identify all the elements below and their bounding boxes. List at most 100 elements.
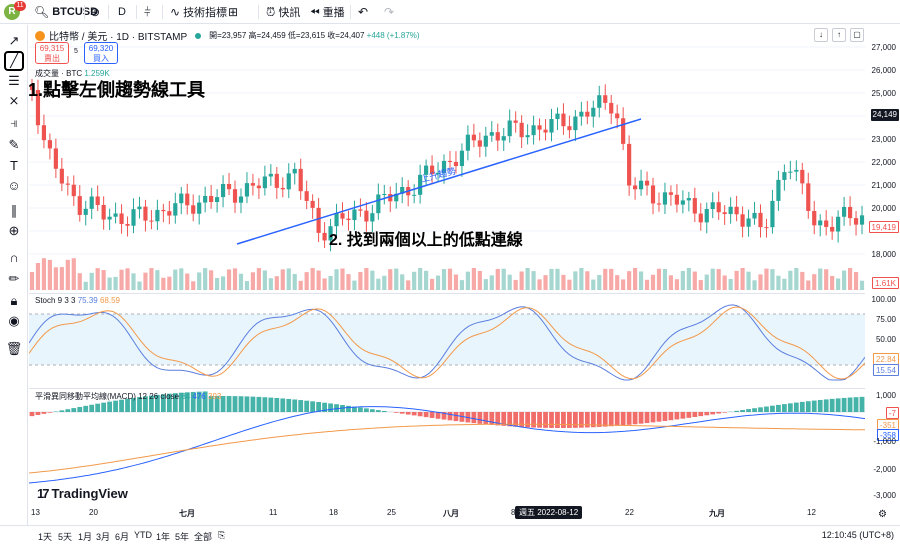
candle-body: [836, 216, 841, 232]
volume-bar: [818, 268, 823, 290]
macd-histogram-bar: [644, 412, 650, 424]
undo-button[interactable]: ↶: [358, 0, 368, 24]
settings-gear-icon[interactable]: ⚙: [878, 509, 887, 520]
stoch-k-line: [29, 304, 865, 381]
macd-histogram-bar: [859, 396, 865, 412]
compare-button[interactable]: ⊕: [90, 0, 100, 24]
replay-button[interactable]: ⏪︎ 重播: [310, 0, 345, 24]
candle-body: [441, 160, 447, 173]
pattern-icon[interactable]: ⨯: [8, 93, 20, 108]
candle-body: [847, 206, 853, 219]
macd-histogram-bar: [119, 399, 124, 412]
volume-bar: [758, 274, 763, 290]
projection-icon[interactable]: ⫣: [10, 115, 18, 130]
chart-type-button[interactable]: ⫩: [144, 0, 151, 24]
stoch-label: Stoch 9 3 3: [35, 296, 76, 305]
ruler-icon[interactable]: ∥: [10, 203, 18, 218]
brush-icon[interactable]: ✎: [8, 137, 20, 152]
sell-button[interactable]: 69,315 賣出: [35, 42, 69, 64]
redo-button[interactable]: ↷: [384, 0, 394, 24]
fib-icon[interactable]: ☰: [8, 73, 20, 88]
candle-body: [650, 185, 656, 204]
cursor-icon[interactable]: ↗: [8, 33, 20, 48]
candle-body: [322, 232, 327, 241]
chevron-up-icon[interactable]: ↑: [832, 28, 846, 42]
candle-body: [758, 212, 763, 228]
pane-divider[interactable]: [29, 388, 865, 389]
stoch-d-value: 68.59: [99, 296, 121, 305]
lock-icon[interactable]: 🔒︎: [10, 293, 18, 308]
price-axis[interactable]: 27,000 26,000 25,000 23,000 22,000 21,00…: [865, 25, 900, 525]
toolbar-divider: [84, 5, 85, 19]
eye-icon[interactable]: ◉: [8, 313, 20, 328]
templates-button[interactable]: ⊞: [228, 0, 238, 24]
macd-histogram-bar: [292, 399, 298, 412]
macd-histogram-bar: [208, 396, 214, 412]
volume-bar: [209, 270, 214, 290]
candle-body: [215, 197, 220, 203]
candle-body: [615, 113, 620, 119]
timeframe-1d[interactable]: 1天: [38, 532, 53, 542]
macd-histogram-bar: [393, 412, 399, 413]
macd-histogram-bar: [787, 403, 793, 412]
price-chart[interactable]: [29, 25, 865, 525]
macd-histogram-bar: [764, 406, 769, 412]
tradingview-logo[interactable]: 17 TradingView: [37, 486, 128, 501]
emoji-icon[interactable]: ☺: [7, 177, 21, 193]
macd-histogram-bar: [190, 391, 196, 412]
macd-histogram-bar: [244, 396, 250, 412]
timeframe-ytd[interactable]: YTD: [134, 530, 152, 540]
text-icon[interactable]: T: [10, 157, 18, 173]
volume-bar: [137, 281, 142, 290]
timeframe-all[interactable]: 全部: [194, 532, 213, 542]
volume-bar: [597, 274, 602, 290]
macd-histogram-bar: [835, 398, 841, 412]
volume-bar: [633, 268, 638, 290]
macd-histogram-bar: [614, 412, 620, 426]
chevron-down-icon[interactable]: ↓: [814, 28, 828, 42]
plus-circle-icon: ⊕: [90, 5, 101, 19]
calendar-icon[interactable]: ⎘: [218, 530, 226, 540]
candle-body: [818, 220, 823, 226]
timeframe-6m[interactable]: 6月: [115, 532, 130, 542]
buy-button[interactable]: 69,320 買入: [84, 42, 118, 64]
macd-histogram-bar: [758, 407, 763, 412]
volume-bar: [812, 274, 817, 290]
low-value: 低=23,615: [287, 31, 326, 40]
maximize-icon[interactable]: ▢: [850, 28, 864, 42]
macd-histogram-bar: [710, 412, 716, 415]
candle-body: [800, 169, 805, 184]
zoom-icon[interactable]: ⊕: [8, 223, 20, 238]
volume-bar: [519, 271, 524, 290]
trendline-icon[interactable]: ╱: [4, 51, 24, 71]
volume-bar: [525, 268, 530, 290]
candle-body: [125, 223, 130, 226]
macd-histogram-bar: [734, 410, 740, 412]
trash-icon[interactable]: 🗑︎: [5, 341, 23, 356]
interval-button[interactable]: D: [118, 0, 126, 24]
timeframe-1y[interactable]: 1年: [156, 532, 171, 542]
timeframe-1m[interactable]: 1月: [78, 532, 93, 542]
timeframe-5y[interactable]: 5年: [175, 532, 190, 542]
volume-bar: [579, 268, 584, 290]
magnet-icon[interactable]: ∩: [9, 249, 19, 265]
symbol-search[interactable]: 🔍︎ BTCUSD: [34, 0, 98, 24]
volume-bar: [418, 268, 423, 290]
lock-drawing-icon[interactable]: ✏: [8, 271, 20, 286]
volume-bar: [716, 269, 721, 290]
volume-bar: [794, 268, 799, 290]
spread-value: 5: [74, 48, 78, 55]
search-icon: 🔍︎: [34, 5, 50, 19]
timeframe-3m[interactable]: 3月: [96, 532, 111, 542]
time-axis[interactable]: 13 20 七月 11 18 25 八月 8 週五 2022-08-12 22 …: [29, 506, 865, 520]
candle-body: [561, 113, 566, 127]
pane-divider[interactable]: [29, 293, 865, 294]
time-tick: 11: [269, 508, 278, 517]
macd-histogram-bar: [35, 412, 41, 415]
timeframe-5d[interactable]: 5天: [58, 532, 73, 542]
macd-histogram-bar: [477, 412, 483, 424]
candle-body: [203, 195, 208, 203]
indicators-button[interactable]: ∿ 技術指標: [170, 0, 227, 24]
alert-button[interactable]: ⏰︎ 快訊: [266, 0, 300, 24]
price-tick: 18,000: [871, 250, 896, 259]
